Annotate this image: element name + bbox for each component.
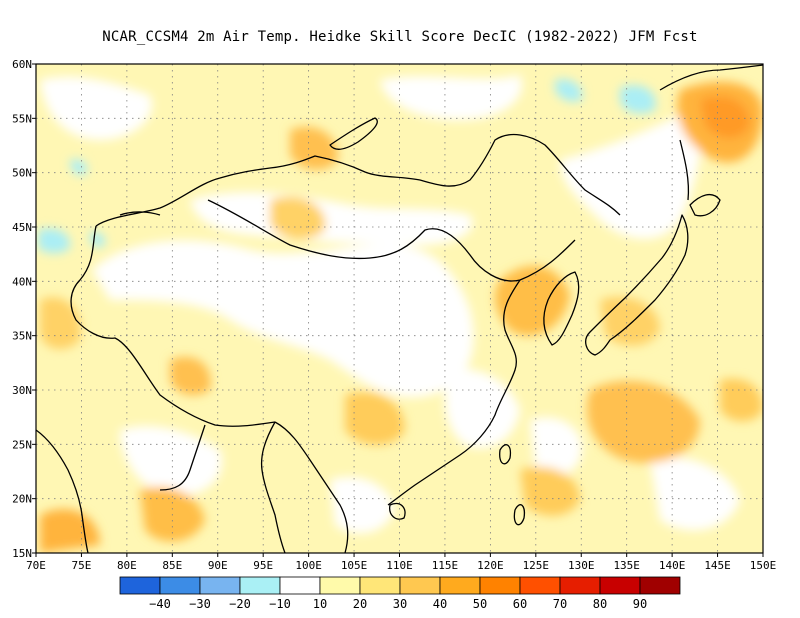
skill-score-field xyxy=(36,64,763,553)
longitude-tick-label: 125E xyxy=(523,559,550,572)
colorbar-tick-label: −20 xyxy=(229,597,251,611)
longitude-tick-label: 135E xyxy=(613,559,640,572)
colorbar-swatch xyxy=(359,576,401,595)
colorbar-tick-label: 10 xyxy=(313,597,327,611)
latitude-tick-label: 20N xyxy=(12,493,32,506)
chart-title: NCAR_CCSM4 2m Air Temp. Heidke Skill Sco… xyxy=(102,29,698,45)
latitude-axis: 15N 20N 25N 30N 35N 40N 45N 50N 55N 60N xyxy=(12,58,36,560)
coastlines xyxy=(36,64,763,553)
latitude-tick-label: 50N xyxy=(12,167,32,180)
longitude-tick-label: 100E xyxy=(295,559,322,572)
longitude-tick-label: 145E xyxy=(704,559,731,572)
colorbar-swatch xyxy=(159,576,201,595)
latitude-tick-label: 40N xyxy=(12,275,32,288)
colorbar-tick-label: −30 xyxy=(189,597,211,611)
colorbar-swatch xyxy=(519,576,561,595)
longitude-axis: 70E 75E 80E 85E 90E 95E 100E 105E 110E 115E 120E 12… xyxy=(26,553,776,572)
longitude-tick-label: 90E xyxy=(208,559,228,572)
colorbar-tick-label: −10 xyxy=(269,597,291,611)
longitude-tick-label: 150E xyxy=(750,559,777,572)
colorbar-tick-label: 80 xyxy=(593,597,607,611)
colorbar-swatch xyxy=(559,576,601,595)
colorbar-swatch xyxy=(119,576,161,595)
longitude-tick-label: 110E xyxy=(386,559,413,572)
colorbar xyxy=(119,576,681,595)
latitude-tick-label: 25N xyxy=(12,438,32,451)
colorbar-tick-label: 70 xyxy=(553,597,567,611)
latitude-tick-label: 55N xyxy=(12,112,32,125)
longitude-tick-label: 70E xyxy=(26,559,46,572)
colorbar-swatch xyxy=(599,576,641,595)
latitude-tick-label: 15N xyxy=(12,547,32,560)
colorbar-labels: −40 −30 −20 −10 10 20 30 40 50 60 70 80 90 xyxy=(149,597,647,611)
colorbar-tick-label: 40 xyxy=(433,597,447,611)
longitude-tick-label: 80E xyxy=(117,559,137,572)
colorbar-tick-label: 20 xyxy=(353,597,367,611)
longitude-tick-label: 115E xyxy=(432,559,459,572)
colorbar-swatch xyxy=(399,576,441,595)
colorbar-swatch xyxy=(279,576,321,595)
longitude-tick-label: 120E xyxy=(477,559,504,572)
colorbar-swatch xyxy=(319,576,361,595)
longitude-tick-label: 140E xyxy=(659,559,686,572)
latitude-tick-label: 60N xyxy=(12,58,32,71)
colorbar-tick-label: 30 xyxy=(393,597,407,611)
longitude-tick-label: 95E xyxy=(253,559,273,572)
colorbar-swatch xyxy=(479,576,521,595)
longitude-tick-label: 75E xyxy=(72,559,92,572)
longitude-tick-label: 85E xyxy=(162,559,182,572)
colorbar-swatch xyxy=(639,576,681,595)
colorbar-swatch xyxy=(199,576,241,595)
colorbar-tick-label: 60 xyxy=(513,597,527,611)
longitude-tick-label: 105E xyxy=(341,559,368,572)
latitude-tick-label: 30N xyxy=(12,384,32,397)
colorbar-tick-label: 50 xyxy=(473,597,487,611)
colorbar-tick-label: −40 xyxy=(149,597,171,611)
colorbar-tick-label: 90 xyxy=(633,597,647,611)
latitude-tick-label: 45N xyxy=(12,221,32,234)
colorbar-swatch xyxy=(439,576,481,595)
colorbar-swatch xyxy=(239,576,281,595)
longitude-tick-label: 130E xyxy=(568,559,595,572)
latitude-tick-label: 35N xyxy=(12,330,32,343)
